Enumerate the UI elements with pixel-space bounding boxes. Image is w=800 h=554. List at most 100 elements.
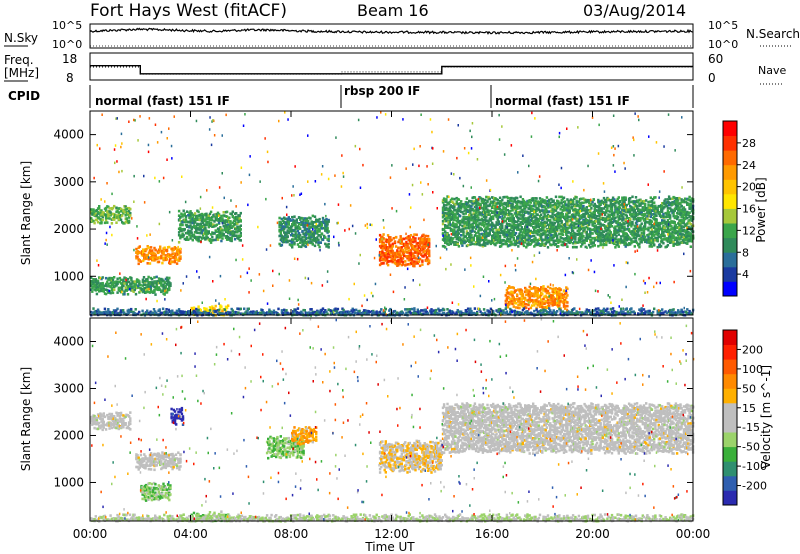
heatmap-cell-2-7	[502, 238, 505, 242]
heatmap-cell-2-7	[495, 221, 498, 224]
heatmap-cell-2-7	[479, 202, 482, 206]
heatmap-cell-2-5	[302, 221, 305, 225]
heatmap-cell-2-7	[561, 212, 565, 216]
heatmap-cell-2-7	[650, 228, 654, 231]
heatmap-cell-2-7	[462, 227, 465, 231]
heatmap-cell-2-7	[622, 205, 625, 209]
heatmap-cell-2-7	[583, 207, 586, 210]
heatmap-cell-2-7	[461, 244, 464, 247]
heatmap-cell-2-7	[666, 209, 670, 212]
heatmap-cell-2-1	[179, 255, 182, 258]
heatmap-cell-2-3	[209, 218, 213, 222]
heatmap-cell-2-2	[158, 278, 162, 281]
heatmap-cell-2-7	[593, 213, 596, 217]
heatmap-cell-2-7	[465, 230, 469, 233]
heatmap-cell-2-3	[189, 224, 192, 227]
heatmap-cell-2-7	[455, 225, 458, 229]
heatmap-cell-2-7	[623, 243, 626, 246]
heatmap-cell-2-2	[116, 282, 119, 286]
heatmap-cell-2-7	[590, 228, 593, 232]
heatmap-cell-2-7	[477, 213, 480, 216]
heatmap-cell-2-7	[525, 245, 528, 249]
heatmap-cell-2-4	[199, 308, 202, 312]
heatmap-cell-2-6	[378, 238, 382, 241]
heatmap-cell-2-6	[428, 254, 431, 258]
heatmap-cell-2-7	[456, 212, 459, 215]
heatmap-cell-2-6	[423, 246, 426, 250]
heatmap-cell-2-3	[205, 229, 208, 233]
heatmap-cell-2-3	[207, 225, 210, 229]
heatmap-cell-2-7	[603, 227, 607, 230]
heatmap-cell-2-3	[184, 215, 188, 218]
heatmap-cell-2-6	[378, 233, 382, 237]
heatmap-cell-2-7	[466, 201, 470, 204]
heatmap-cell-2-7	[608, 229, 611, 233]
heatmap-cell-2-3	[222, 233, 225, 236]
heatmap-cell-2-7	[680, 225, 683, 228]
heatmap-cell-2-3	[195, 218, 198, 221]
heatmap-cell-2-2	[90, 276, 93, 279]
heatmap-cell-2-3	[209, 222, 213, 226]
heatmap-cell-2-5	[285, 232, 288, 236]
heatmap-cell-2-2	[163, 281, 166, 284]
heatmap-cell-2-7	[487, 210, 490, 213]
heatmap-cell-2-6	[401, 262, 405, 265]
heatmap-cell-2-7	[558, 212, 561, 215]
heatmap-cell-2-7	[579, 227, 583, 231]
heatmap-cell-2-7	[629, 230, 632, 233]
heatmap-cell-2-7	[562, 242, 566, 245]
heatmap-cell-2-7	[456, 229, 459, 232]
heatmap-cell-2-6	[389, 236, 392, 239]
heatmap-cell-2-7	[659, 244, 663, 248]
heatmap-cell-2-7	[678, 242, 681, 246]
heatmap-cell-2-7	[505, 234, 509, 238]
heatmap-cell-2-7	[490, 221, 494, 225]
heatmap-cell-2-7	[685, 215, 688, 218]
cpid-segment-1: normal (fast) 151 IF	[95, 94, 230, 108]
heatmap-cell-2-7	[679, 230, 682, 234]
heatmap-cell-2-3	[189, 213, 192, 217]
heatmap-cell-2-7	[446, 216, 449, 220]
heatmap-cell-2-7	[472, 200, 475, 203]
heatmap-cell-2-5	[291, 215, 294, 219]
heatmap-cell-2-7	[638, 245, 641, 249]
heatmap-cell-2-7	[643, 218, 647, 222]
heatmap-cell-2-7	[481, 218, 485, 222]
heatmap-cell-2-7	[600, 243, 603, 246]
heatmap-cell-2-7	[442, 197, 446, 200]
heatmap-cell-2-3	[220, 227, 223, 231]
heatmap-cell-2-6	[381, 235, 384, 239]
heatmap-cell-2-7	[581, 215, 584, 219]
heatmap-cell-2-7	[647, 226, 650, 230]
heatmap-cell-2-7	[671, 197, 674, 201]
heatmap-cell-2-5	[286, 217, 289, 221]
heatmap-cell-2-7	[463, 225, 466, 228]
heatmap-cell-2-4	[206, 309, 209, 313]
heatmap-cell-2-7	[605, 203, 608, 207]
heatmap-cell-2-3	[235, 234, 238, 237]
heatmap-cell-2-7	[476, 242, 479, 246]
heatmap-cell-2-7	[528, 199, 531, 202]
heatmap-cell-2-7	[591, 213, 594, 217]
heatmap-cell-2-1	[165, 248, 169, 252]
heatmap-cell-2-7	[632, 206, 635, 210]
heatmap-cell-2-3	[201, 229, 205, 232]
heatmap-cell-2-7	[562, 237, 566, 240]
heatmap-cell-2-6	[386, 252, 390, 255]
heatmap-cell-2-7	[488, 213, 491, 216]
heatmap-cell-2-7	[453, 243, 456, 246]
heatmap-cell-2-7	[619, 237, 623, 241]
heatmap-cell-2-5	[303, 235, 306, 239]
heatmap-cell-2-5	[294, 230, 297, 234]
heatmap-cell-2-7	[487, 232, 490, 235]
heatmap-cell-2-7	[506, 237, 510, 240]
heatmap-cell-2-7	[674, 229, 678, 233]
heatmap-cell-2-7	[557, 221, 560, 224]
heatmap-cell-2-7	[663, 199, 666, 203]
heatmap-cell-2-2	[155, 283, 158, 287]
heatmap-cell-2-7	[616, 197, 619, 201]
heatmap-cell-2-7	[568, 211, 571, 214]
heatmap-cell-2-7	[566, 228, 569, 231]
heatmap-cell-2-7	[506, 208, 510, 212]
heatmap-cell-2-3	[238, 217, 241, 220]
